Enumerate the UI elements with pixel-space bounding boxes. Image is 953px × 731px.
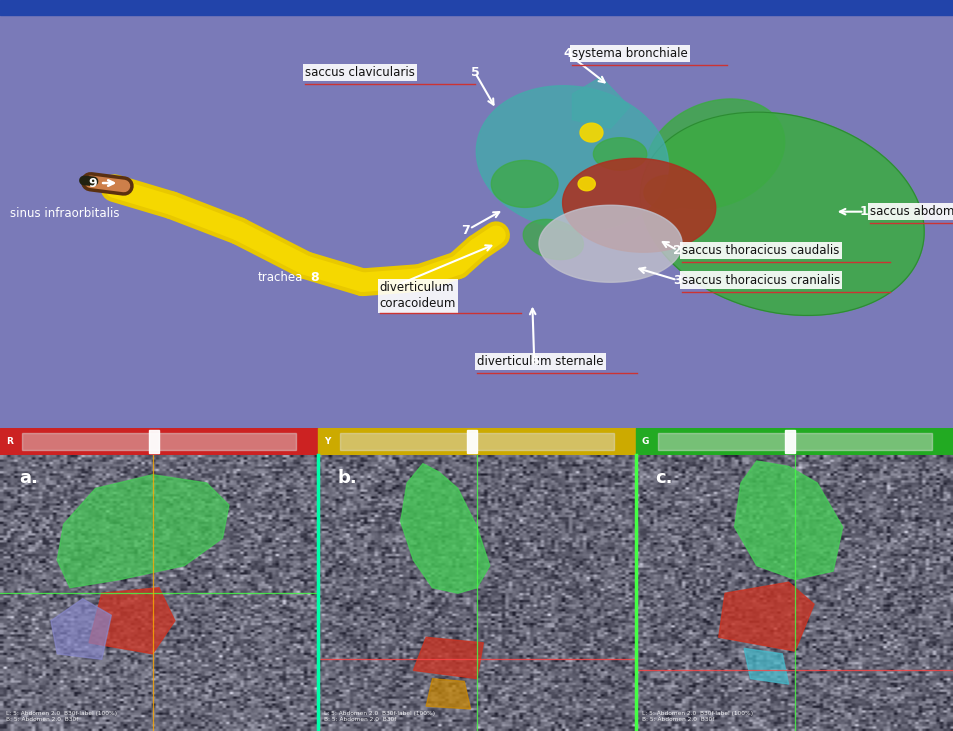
Polygon shape [522,219,583,260]
Text: saccus abdominalis: saccus abdominalis [869,205,953,218]
Bar [22,433,295,450]
Text: trachea: trachea [257,270,303,284]
Polygon shape [413,637,483,678]
Polygon shape [578,177,595,191]
Text: saccus thoracicus cranialis: saccus thoracicus cranialis [681,273,840,287]
Text: 3: 3 [672,273,681,287]
Bar [784,431,794,452]
Polygon shape [426,678,470,709]
Bar [317,428,636,455]
Polygon shape [645,99,784,209]
Polygon shape [579,123,602,142]
Polygon shape [89,588,174,654]
Text: Y: Y [323,437,330,446]
Text: R: R [6,437,12,446]
Text: systema bronchiale: systema bronchiale [572,47,687,60]
Bar [636,428,953,455]
Text: L: 5: Abdomen 2.0  B30f-label (100%)
B: 5: Abdomen 2.0  B30f: L: 5: Abdomen 2.0 B30f-label (100%) B: 5… [641,711,753,722]
Text: b.: b. [336,469,356,487]
Polygon shape [562,159,715,252]
Polygon shape [639,112,923,316]
Text: 5: 5 [470,67,479,79]
Text: 2: 2 [672,243,681,257]
Bar [0,0,953,15]
Text: 8: 8 [310,270,318,284]
Text: 4: 4 [562,47,572,60]
Polygon shape [643,175,691,210]
Text: L: 5: Abdomen 2.0  B30f-label (100%)
B: 5: Abdomen 2.0  B30f: L: 5: Abdomen 2.0 B30f-label (100%) B: 5… [7,711,117,722]
Polygon shape [57,474,229,588]
Text: G: G [641,437,648,446]
Bar [340,433,613,450]
Polygon shape [572,77,629,129]
Text: L: 5: Abdomen 2.0  B30f-label (100%)
B: 5: Abdomen 2.0  B30f: L: 5: Abdomen 2.0 B30f-label (100%) B: 5… [324,711,435,722]
Bar [467,431,476,452]
Polygon shape [400,463,489,594]
Text: saccus thoracicus caudalis: saccus thoracicus caudalis [681,243,839,257]
Text: 1: 1 [859,205,868,218]
Polygon shape [718,582,813,651]
Polygon shape [491,160,558,208]
Text: diverticulum
coracoideum: diverticulum coracoideum [379,281,456,311]
Text: c.: c. [655,469,672,487]
Polygon shape [51,599,112,659]
Polygon shape [476,86,668,231]
Polygon shape [743,648,788,684]
Bar [658,433,931,450]
Polygon shape [593,137,646,170]
Text: sinus infraorbitalis: sinus infraorbitalis [10,208,119,220]
Polygon shape [538,205,681,282]
Text: 7: 7 [460,224,470,237]
Bar [150,431,159,452]
Text: diverticulum sternale: diverticulum sternale [476,355,603,368]
Text: saccus clavicularis: saccus clavicularis [305,67,415,79]
Text: 6: 6 [529,355,538,368]
Polygon shape [734,461,841,580]
Bar [0,428,317,455]
Text: 9: 9 [89,176,97,189]
Text: a.: a. [19,469,38,487]
